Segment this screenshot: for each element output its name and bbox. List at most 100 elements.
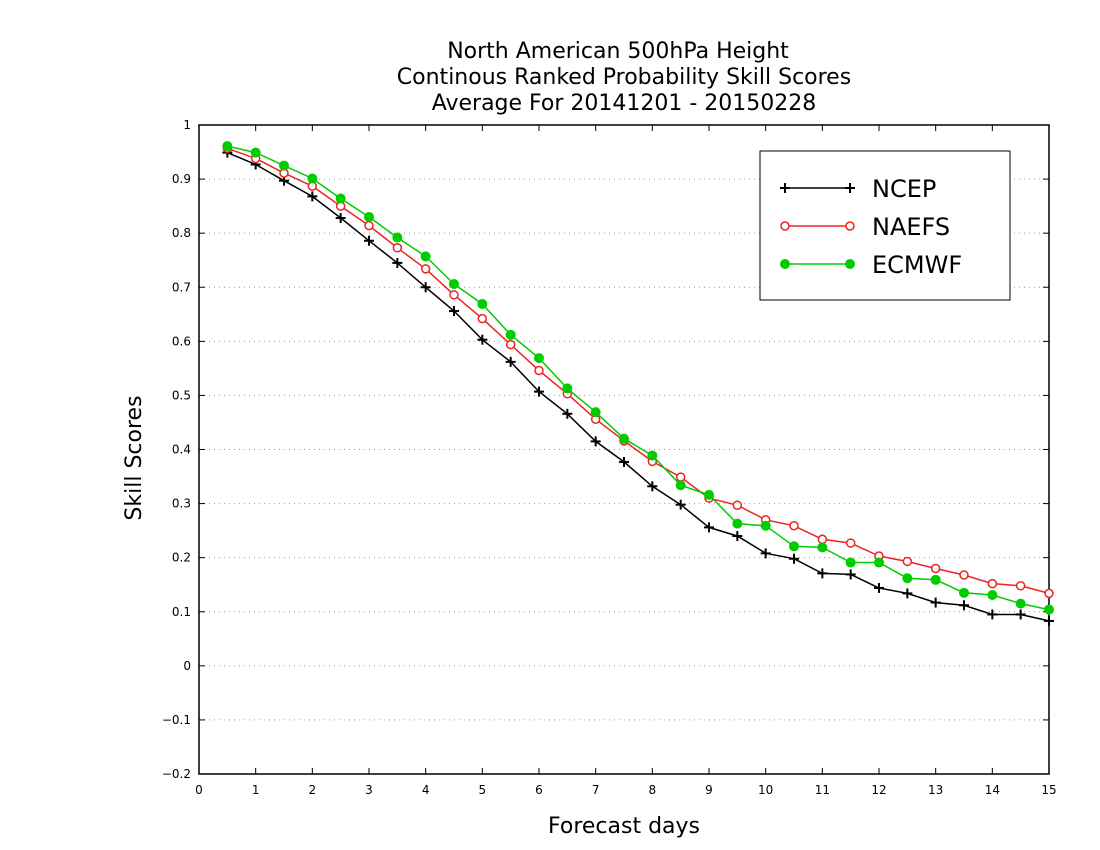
legend-item-naefs: NAEFS	[780, 213, 950, 241]
data-point-ncep	[675, 499, 686, 510]
data-point-ncep	[307, 191, 318, 202]
data-point-ecmwf	[449, 279, 459, 290]
y-tick-label: 0.9	[172, 172, 191, 186]
x-tick-label: 14	[985, 783, 1000, 797]
data-point-ncep	[449, 306, 459, 317]
data-point-ncep	[874, 582, 884, 593]
data-point-ecmwf	[250, 147, 261, 158]
legend: NCEP NAEFS ECMWF	[759, 150, 1011, 301]
data-point-naefs	[392, 243, 403, 253]
x-tick-label: 9	[705, 783, 713, 797]
data-point-naefs	[930, 563, 941, 574]
data-point-ecmwf	[817, 542, 828, 553]
gridlines	[199, 178, 1049, 721]
y-tick-label: 0.4	[172, 443, 191, 457]
x-tick-label: 10	[758, 783, 773, 797]
data-point-ecmwf	[590, 407, 601, 418]
data-point-ecmwf	[647, 450, 658, 461]
data-point-ncep	[619, 456, 629, 467]
x-axis-label: Forecast days	[548, 814, 700, 839]
y-axis-ticks: −0.2 −0.1 0 0.1 0.2 0.3 0.4 0.5 0.6 0.7 0.8 0.9 1	[162, 118, 1049, 781]
x-tick-label: 5	[479, 783, 487, 797]
data-point-ecmwf	[675, 480, 686, 491]
data-point-ncep	[959, 600, 969, 611]
data-point-ecmwf	[222, 141, 233, 152]
x-tick-label: 13	[928, 783, 943, 797]
legend-marker-naefs	[780, 221, 790, 231]
data-point-ncep	[590, 436, 601, 447]
title-line-1: North American 500hPa Height	[447, 39, 789, 64]
data-point-naefs	[959, 570, 969, 580]
data-point-ecmwf	[874, 557, 884, 568]
data-point-naefs	[902, 556, 913, 567]
data-point-ncep	[732, 531, 743, 542]
y-tick-label: 0.2	[172, 551, 191, 565]
data-point-ecmwf	[420, 251, 431, 262]
legend-marker-ecmwf	[845, 259, 855, 269]
x-tick-label: 1	[252, 783, 260, 797]
data-point-naefs	[477, 313, 488, 324]
data-point-ncep	[364, 235, 374, 246]
data-point-naefs	[449, 290, 459, 300]
series-naefs	[222, 143, 1054, 599]
legend-marker-ecmwf	[780, 259, 790, 269]
data-point-naefs	[987, 578, 998, 589]
series-layer	[222, 141, 1054, 626]
data-point-naefs	[789, 521, 799, 531]
data-point-naefs	[534, 365, 544, 376]
data-point-ncep	[335, 213, 346, 224]
data-point-naefs	[420, 264, 431, 274]
data-point-ncep	[845, 569, 856, 580]
x-tick-label: 6	[535, 783, 543, 797]
legend-label-naefs: NAEFS	[872, 213, 950, 241]
legend-marker-naefs	[845, 221, 855, 231]
chart-title: North American 500hPa Height Continous R…	[397, 39, 851, 116]
data-point-ecmwf	[789, 541, 799, 552]
legend-label-ncep: NCEP	[872, 175, 936, 203]
data-point-naefs	[505, 339, 516, 350]
y-tick-label: 0	[183, 659, 191, 673]
series-line-ncep	[227, 151, 1050, 622]
x-tick-label: 7	[592, 783, 600, 797]
data-point-naefs	[1044, 588, 1054, 599]
data-point-ncep	[902, 588, 913, 599]
x-tick-label: 4	[422, 783, 430, 797]
data-point-ecmwf	[619, 433, 629, 444]
data-point-ecmwf	[704, 489, 714, 500]
x-tick-label: 8	[649, 783, 657, 797]
y-tick-label: −0.2	[162, 767, 191, 781]
data-point-ecmwf	[930, 574, 941, 585]
title-line-2: Continous Ranked Probability Skill Score…	[397, 65, 851, 90]
data-point-ecmwf	[505, 329, 516, 340]
y-tick-label: 0.6	[172, 334, 191, 348]
data-point-ecmwf	[279, 160, 289, 171]
data-point-ncep	[534, 386, 544, 397]
data-point-ncep	[760, 548, 771, 559]
legend-item-ncep: NCEP	[780, 175, 936, 203]
y-tick-label: 0.7	[172, 280, 191, 294]
x-tick-label: 11	[815, 783, 830, 797]
data-point-ecmwf	[562, 383, 573, 394]
data-point-ncep	[562, 408, 573, 419]
series-ecmwf	[222, 141, 1054, 615]
data-point-ecmwf	[1044, 604, 1054, 615]
data-point-ncep	[789, 553, 799, 564]
data-point-ecmwf	[902, 573, 913, 584]
data-point-naefs	[1015, 581, 1026, 591]
data-point-ecmwf	[534, 353, 544, 364]
y-tick-label: −0.1	[162, 713, 191, 727]
y-tick-label: 0.1	[172, 605, 191, 619]
data-point-ecmwf	[732, 518, 743, 529]
data-point-ecmwf	[364, 211, 374, 222]
data-point-ncep	[505, 356, 516, 367]
data-point-ecmwf	[1015, 598, 1026, 609]
series-ncep	[222, 147, 1054, 626]
data-point-ncep	[704, 522, 714, 533]
data-point-ncep	[817, 568, 828, 579]
data-point-ecmwf	[392, 232, 403, 243]
data-point-naefs	[817, 534, 828, 545]
data-point-ecmwf	[335, 193, 346, 204]
x-axis-ticks: 0 1 2 3 4 5 6 7 8 9 10 11 12 13 14 15	[195, 125, 1057, 797]
x-tick-label: 2	[309, 783, 317, 797]
legend-marker-ncep	[780, 183, 790, 193]
